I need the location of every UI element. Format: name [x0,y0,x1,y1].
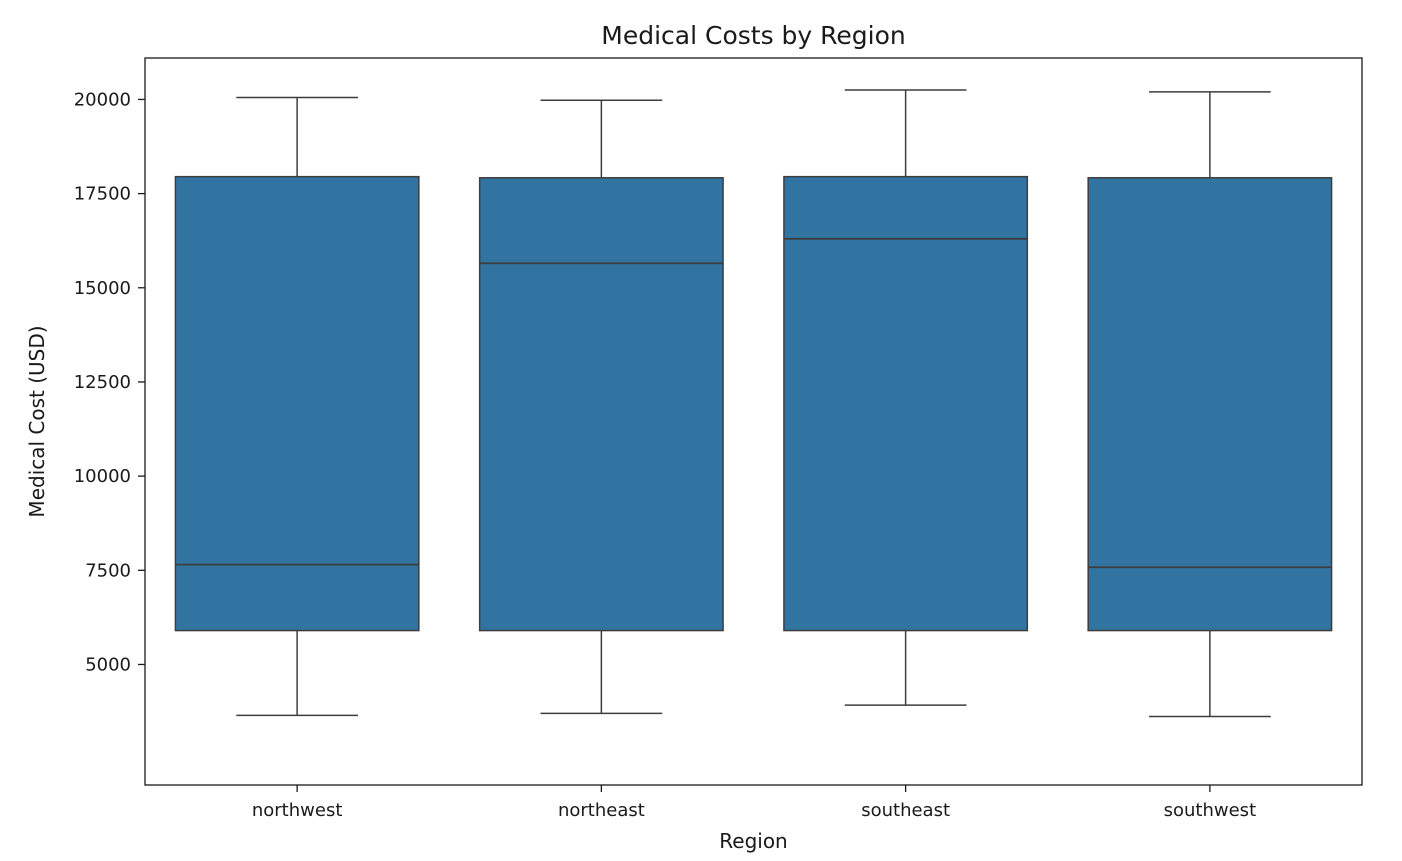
y-tick-label: 12500 [74,372,131,393]
box-body [478,177,724,632]
y-tick-label: 20000 [74,89,131,110]
y-tick-label: 15000 [74,278,131,299]
y-tick-label: 17500 [74,184,131,205]
x-tick-label: southeast [861,800,950,821]
y-tick-label: 5000 [85,654,131,675]
y-tick-label: 10000 [74,466,131,487]
y-axis-ticks: 5000 7500 10000 12500 15000 17500 20000 [74,89,145,675]
chart-title: Medical Costs by Region [601,21,905,50]
x-tick-label: southwest [1164,800,1257,821]
x-tick-label: northeast [558,800,645,821]
box-body [174,175,420,632]
box-northwest [174,96,420,717]
box-southeast [783,89,1029,706]
x-tick-label: northwest [252,800,343,821]
box-southwest [1087,91,1333,718]
y-axis-label: Medical Cost (USD) [25,325,49,517]
x-axis-ticks: northwest northeast southeast southwest [252,785,1256,821]
plot-area-frame [144,57,1363,786]
x-axis-label: Region [719,829,787,853]
box-series [174,89,1333,718]
y-tick-label: 7500 [85,560,131,581]
box-northeast [478,99,724,715]
box-body [1087,177,1333,632]
box-body [783,175,1029,632]
